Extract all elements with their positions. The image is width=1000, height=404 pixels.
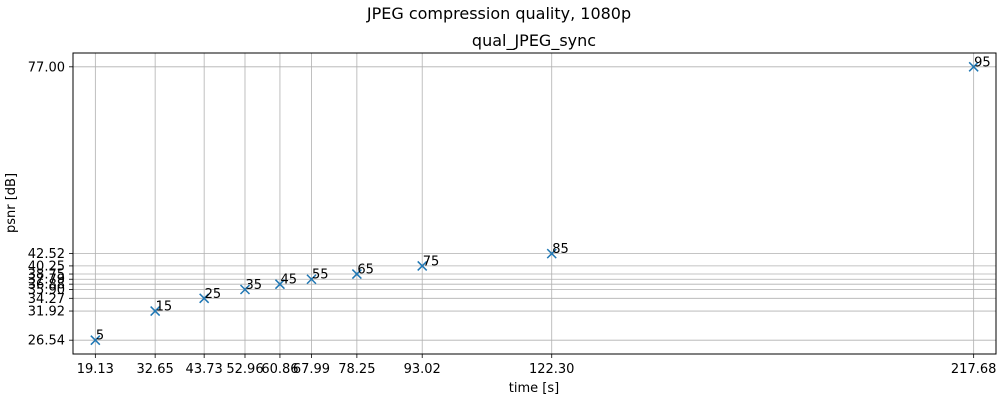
marker-stroke (306, 274, 317, 285)
x-tick-label: 93.02 (404, 362, 441, 377)
y-tick-label: 40.25 (28, 259, 65, 274)
data-point-marker (351, 269, 362, 280)
chart-title: qual_JPEG_sync (472, 31, 596, 51)
data-point-marker (968, 61, 979, 72)
data-point-marker (546, 248, 557, 259)
data-point-marker (90, 335, 101, 346)
y-axis-label: psnr [dB] (4, 173, 19, 233)
y-tick-label: 34.27 (28, 292, 65, 307)
x-tick-label: 78.25 (338, 362, 375, 377)
point-label: 35 (245, 278, 262, 293)
marker-stroke (968, 61, 979, 72)
y-tick-label: 26.54 (28, 334, 65, 349)
y-tick-label: 31.92 (28, 305, 65, 320)
x-tick-label: 43.73 (186, 362, 223, 377)
data-point-marker (306, 274, 317, 285)
plot-frame (72, 52, 997, 355)
marker-stroke (90, 335, 101, 346)
y-tick-label: 36.88 (28, 278, 65, 293)
data-point-marker (274, 279, 285, 290)
figure-suptitle: JPEG compression quality, 1080p (366, 4, 631, 23)
x-tick-label: 19.13 (77, 362, 114, 377)
x-tick-label: 52.96 (226, 362, 263, 377)
data-point-marker (239, 284, 251, 295)
data-points: 5 15 25 35 45 55 65 75 85 95 (90, 55, 991, 346)
point-label: 5 (96, 329, 104, 344)
point-label: 95 (974, 55, 991, 70)
point-label: 45 (280, 273, 297, 288)
point-label: 15 (156, 300, 173, 315)
point-label: 75 (423, 254, 440, 269)
marker-stroke (351, 269, 362, 280)
marker-stroke (199, 293, 210, 304)
grid-lines (73, 53, 996, 354)
marker-stroke (150, 306, 161, 317)
x-axis-label: time [s] (509, 381, 559, 396)
point-label: 55 (312, 268, 329, 283)
x-tick-label: 217.68 (951, 362, 997, 377)
x-tick-label: 60.86 (261, 362, 298, 377)
marker-stroke (417, 260, 428, 271)
data-point-marker (417, 260, 428, 271)
marker-stroke (546, 248, 557, 259)
data-point-marker (199, 293, 210, 304)
x-tick-label: 32.65 (137, 362, 174, 377)
y-tick-label: 37.79 (28, 273, 65, 288)
y-tick-label: 38.75 (28, 268, 65, 283)
point-label: 25 (205, 287, 222, 302)
point-label: 85 (552, 242, 569, 257)
data-point-marker (150, 306, 161, 317)
y-tick-label: 42.52 (28, 247, 65, 262)
y-tick-label: 35.90 (28, 283, 65, 298)
x-tick-label: 122.30 (529, 362, 575, 377)
point-label: 65 (357, 263, 374, 278)
x-tick-label: 67.99 (293, 362, 330, 377)
marker-stroke (239, 284, 251, 295)
marker-stroke (274, 279, 285, 290)
y-tick-label: 77.00 (28, 60, 65, 75)
